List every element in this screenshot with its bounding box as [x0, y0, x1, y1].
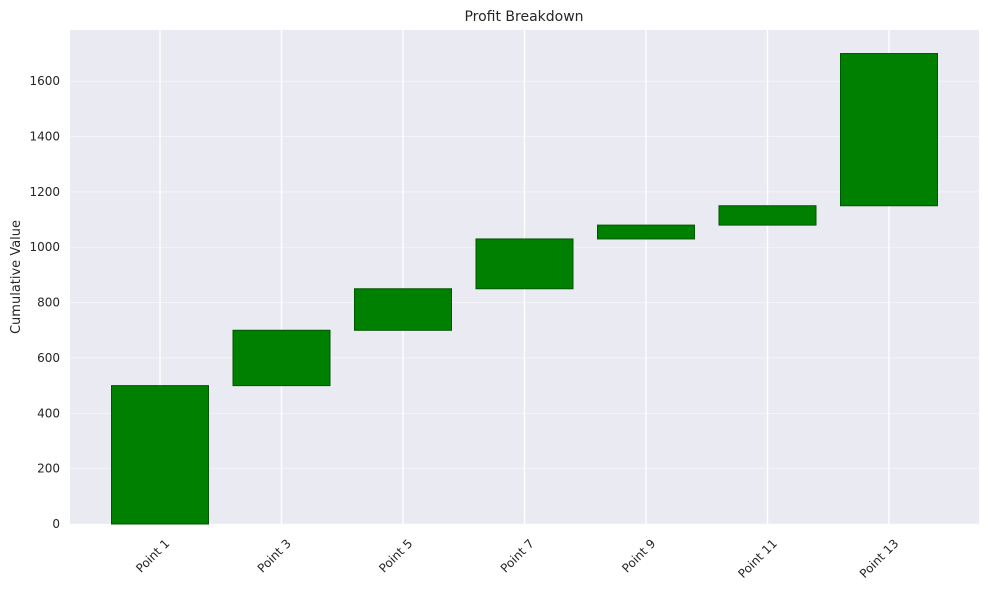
y-tick-label: 0	[52, 517, 60, 531]
x-tick-label: Point 7	[498, 536, 537, 575]
y-tick-label: 800	[37, 296, 60, 310]
y-tick-labels: 0 200 400 600 800 1000 1200 1400 1600	[29, 74, 60, 531]
x-tick-label: Point 11	[735, 536, 779, 580]
bar-point-1	[111, 385, 209, 525]
y-tick-label: 1600	[29, 74, 60, 88]
x-tick-label: Point 9	[619, 536, 658, 575]
y-tick-label: 600	[37, 351, 60, 365]
chart-title: Profit Breakdown	[464, 9, 583, 25]
x-tick-label: Point 1	[133, 536, 172, 575]
y-tick-label: 400	[37, 406, 60, 420]
bars	[111, 53, 938, 525]
y-tick-label: 200	[37, 462, 60, 476]
y-tick-label: 1000	[29, 240, 60, 254]
x-tick-label: Point 3	[255, 536, 294, 575]
x-tick-labels: Point 1 Point 3 Point 5 Point 7 Point 9 Point…	[133, 536, 901, 580]
bar-point-13	[840, 53, 938, 207]
bar-point-3	[232, 329, 331, 387]
x-tick-label: Point 13	[857, 536, 901, 580]
y-tick-label: 1400	[29, 130, 60, 144]
bar-point-7	[475, 238, 574, 290]
bar-point-5	[354, 288, 452, 331]
bar-point-11	[718, 205, 817, 226]
bar-point-9	[597, 224, 695, 240]
y-tick-label: 1200	[29, 185, 60, 199]
y-axis-label: Cumulative Value	[9, 220, 24, 334]
x-tick-label: Point 5	[376, 536, 415, 575]
